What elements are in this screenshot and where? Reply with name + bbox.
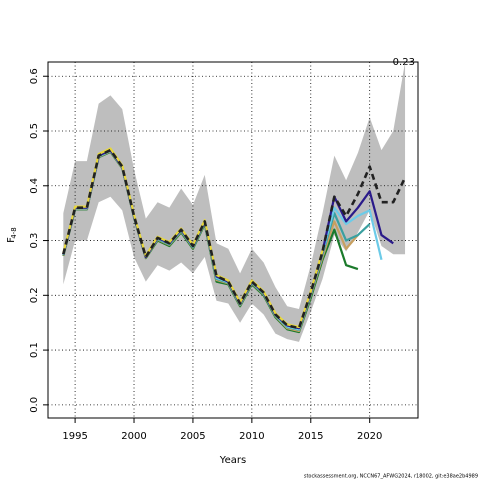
y-tick-label: 0.0 <box>29 397 40 413</box>
y-axis-label-sub: 4-8 <box>10 227 18 238</box>
x-tick-label: 1995 <box>62 431 87 442</box>
x-tick-label: 2005 <box>180 431 205 442</box>
x-tick-label: 2000 <box>121 431 146 442</box>
x-tick-label: 2010 <box>239 431 264 442</box>
y-tick-label: 0.6 <box>29 68 40 84</box>
x-tick-label: 2020 <box>357 431 382 442</box>
plot-frame <box>47 61 419 419</box>
y-tick-label: 0.5 <box>29 123 40 139</box>
series-line <box>62 148 407 330</box>
y-tick-label: 0.4 <box>29 178 40 194</box>
footer: stockassessment.org, NCCN67_AFWG2024, r1… <box>304 474 478 480</box>
y-tick-label: 0.3 <box>29 233 40 249</box>
x-tick-label: 2015 <box>298 431 323 442</box>
y-tick-label: 0.1 <box>29 342 40 358</box>
x-axis-label: Years <box>219 455 246 466</box>
y-tick-label: 0.2 <box>29 287 40 303</box>
y-axis-label: F <box>6 237 17 243</box>
